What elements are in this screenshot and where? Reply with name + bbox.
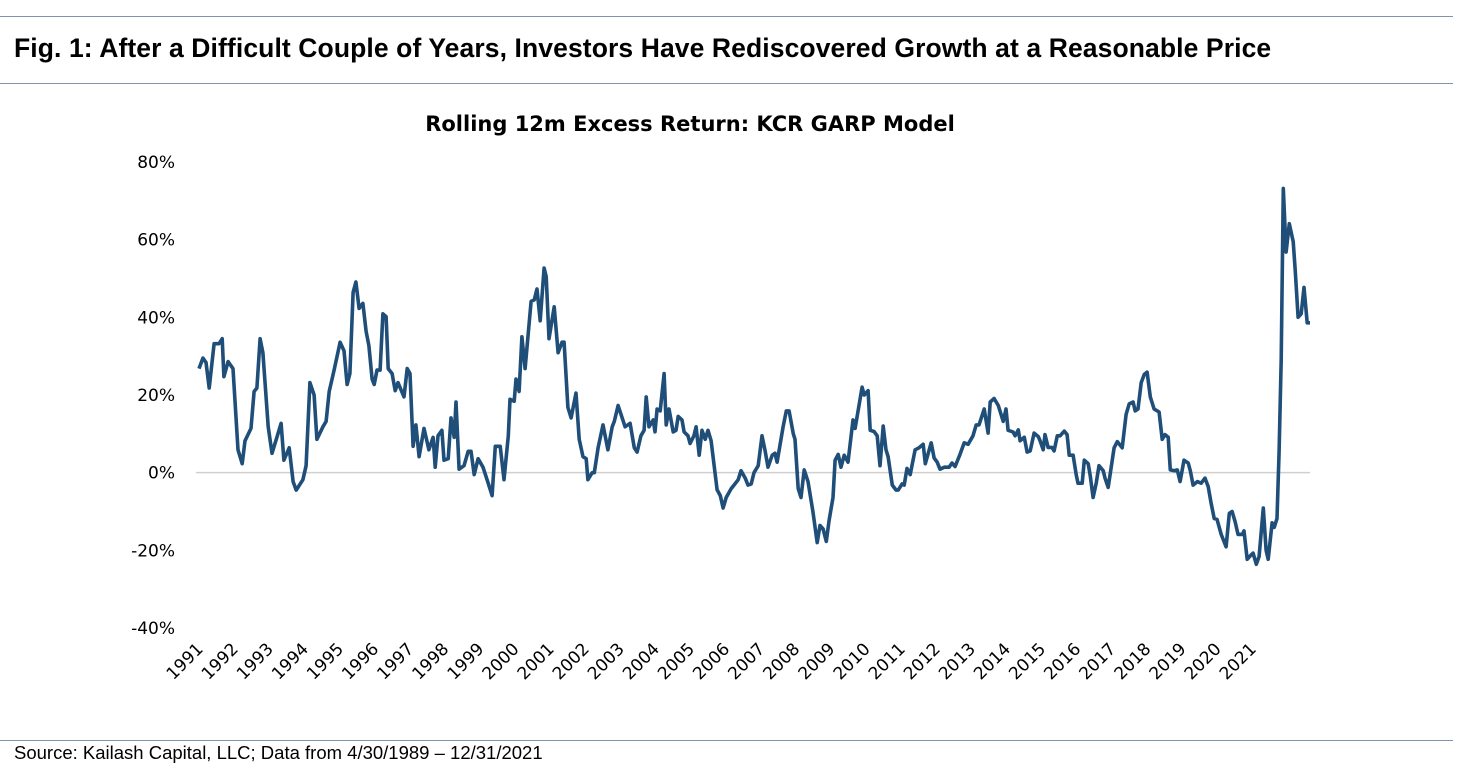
x-tick-label: 2014: [970, 639, 1015, 684]
y-axis: 80% 60% 40% 20% 0% -20% -40%: [131, 153, 175, 639]
x-tick-label: 2012: [900, 639, 945, 684]
x-tick-label: 1992: [198, 639, 243, 684]
y-tick-label: 80%: [137, 153, 175, 173]
y-tick-label: 60%: [137, 231, 175, 251]
source-note: Source: Kailash Capital, LLC; Data from …: [14, 742, 543, 763]
x-tick-label: 1999: [444, 639, 489, 684]
x-tick-label: 2008: [760, 639, 805, 684]
x-tick-label: 2003: [584, 639, 629, 684]
x-tick-label: 2017: [1075, 639, 1120, 684]
x-tick-label: 1994: [268, 639, 313, 684]
x-tick-label: 1998: [409, 639, 454, 684]
y-tick-label: 40%: [137, 308, 175, 328]
series-line-excess-return: [197, 186, 1310, 567]
x-tick-label: 2002: [549, 639, 594, 684]
x-tick-label: 2010: [830, 639, 875, 684]
y-tick-label: -40%: [131, 619, 175, 639]
chart-title: Rolling 12m Excess Return: KCR GARP Mode…: [425, 112, 955, 136]
x-tick-label: 2004: [619, 639, 664, 684]
top-rule: [0, 16, 1453, 17]
title-rule: [0, 83, 1453, 84]
x-tick-label: 2005: [654, 639, 699, 684]
x-tick-label: 2000: [479, 639, 524, 684]
x-tick-label: 2016: [1040, 639, 1085, 684]
x-axis: 1991199219931994199519961997199819992000…: [163, 639, 1261, 684]
x-tick-label: 2015: [1005, 639, 1050, 684]
x-tick-label: 2020: [1181, 639, 1226, 684]
x-tick-label: 1997: [373, 639, 418, 684]
bottom-rule: [0, 740, 1453, 741]
y-tick-label: -20%: [131, 541, 175, 561]
x-tick-label: 2021: [1216, 639, 1261, 684]
y-tick-label: 20%: [137, 386, 175, 406]
x-tick-label: 1996: [338, 639, 383, 684]
x-tick-label: 2007: [724, 639, 769, 684]
x-tick-label: 1995: [303, 639, 348, 684]
x-tick-label: 1991: [163, 639, 208, 684]
x-tick-label: 2013: [935, 639, 980, 684]
x-tick-label: 2001: [514, 639, 559, 684]
x-tick-label: 2018: [1111, 639, 1156, 684]
x-tick-label: 1993: [233, 639, 278, 684]
x-tick-label: 2011: [865, 639, 910, 684]
figure-title: Fig. 1: After a Difficult Couple of Year…: [14, 33, 1272, 63]
x-tick-label: 2009: [795, 639, 840, 684]
x-tick-label: 2006: [689, 639, 734, 684]
y-tick-label: 0%: [148, 464, 175, 484]
x-tick-label: 2019: [1146, 639, 1191, 684]
